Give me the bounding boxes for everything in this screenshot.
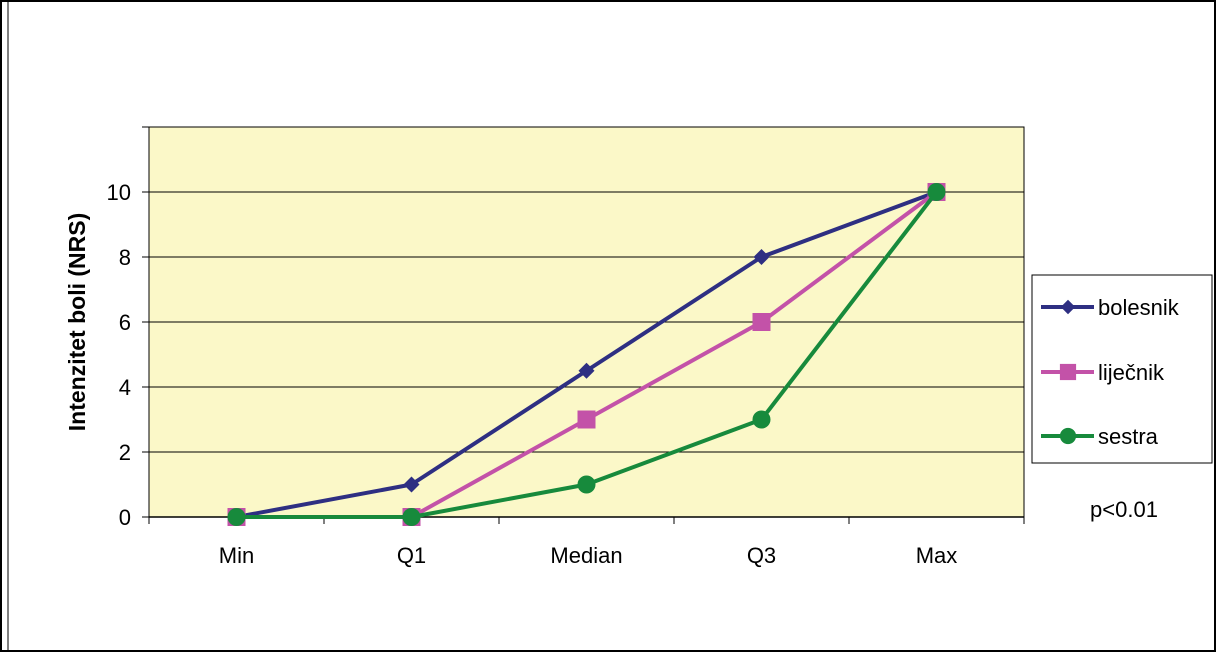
x-tick-labels: Min Q1 Median Q3 Max bbox=[219, 543, 958, 568]
p-value-annotation: p<0.01 bbox=[1090, 497, 1158, 522]
legend-label-1: liječnik bbox=[1098, 360, 1165, 385]
y-tick-labels: 0 2 4 6 8 10 bbox=[107, 180, 131, 530]
x-tick-label-q1: Q1 bbox=[397, 543, 426, 568]
legend-marker-2 bbox=[1059, 427, 1077, 445]
series-2-point-0 bbox=[227, 508, 246, 526]
legend-item-0: bolesnik bbox=[1041, 295, 1180, 320]
y-axis-label: Intenzitet boli (NRS) bbox=[64, 213, 90, 431]
gridlines bbox=[149, 191, 1024, 453]
y-tick-label-6: 6 bbox=[119, 310, 131, 335]
series-2-point-3 bbox=[752, 410, 771, 429]
legend-marker-1 bbox=[1059, 363, 1077, 381]
y-tick-label-8: 8 bbox=[119, 245, 131, 270]
series-2-point-2 bbox=[577, 475, 596, 494]
series-2-point-4 bbox=[927, 183, 946, 201]
legend-item-2: sestra bbox=[1041, 424, 1159, 449]
legend: bolesnik liječnik sestra bbox=[1031, 274, 1213, 464]
legend-label-0: bolesnik bbox=[1098, 295, 1180, 320]
y-tick-label-2: 2 bbox=[119, 440, 131, 465]
legend-marker-0 bbox=[1060, 299, 1076, 315]
legend-label-2: sestra bbox=[1098, 424, 1159, 449]
series-0-point-2 bbox=[578, 362, 595, 379]
legend-item-1: liječnik bbox=[1041, 360, 1165, 385]
series-0-point-1 bbox=[403, 476, 420, 493]
series-0-point-3 bbox=[753, 249, 770, 265]
x-tick-label-min: Min bbox=[219, 543, 254, 568]
series-2 bbox=[227, 183, 946, 526]
series-layer bbox=[227, 183, 946, 526]
series-1-point-2 bbox=[577, 410, 596, 429]
y-tick-label-10: 10 bbox=[107, 180, 131, 205]
y-tick-label-4: 4 bbox=[119, 375, 131, 400]
series-2-point-1 bbox=[402, 508, 421, 526]
series-1-point-3 bbox=[752, 313, 771, 331]
x-tick-label-max: Max bbox=[916, 543, 958, 568]
x-tick-label-median: Median bbox=[550, 543, 622, 568]
y-tick-label-0: 0 bbox=[119, 505, 131, 530]
x-tick-label-q3: Q3 bbox=[747, 543, 776, 568]
